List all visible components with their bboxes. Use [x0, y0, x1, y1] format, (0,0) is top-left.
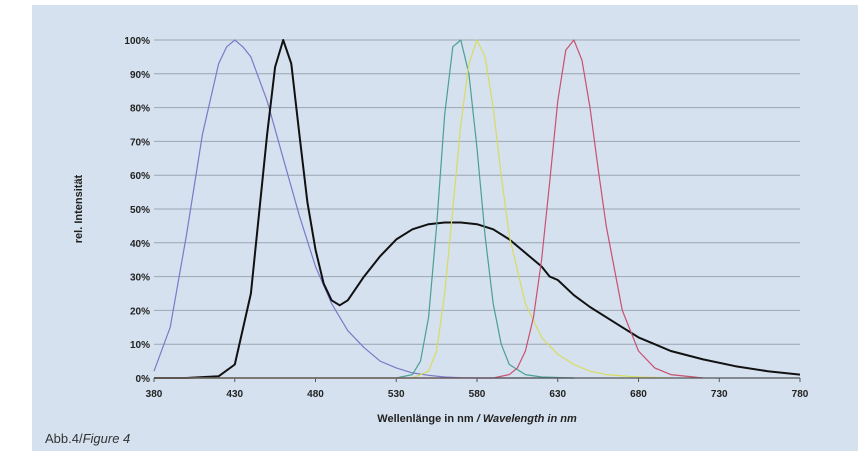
- grid-layer: [154, 39, 800, 379]
- x-tick-label: 780: [792, 389, 809, 400]
- x-axis-title: Wellenlänge in nm / Wavelength in nm: [377, 413, 577, 425]
- x-tick-label: 580: [469, 389, 486, 400]
- y-tick-label: 20%: [130, 306, 150, 317]
- y-tick-label: 0%: [136, 374, 151, 385]
- x-tick-label: 380: [146, 389, 163, 400]
- series-black-line: [154, 39, 801, 379]
- chart-figure: 0% 10% 20% 30% 40% 50% 60% 70% 80% 90% 100% 380 430…: [32, 5, 858, 451]
- y-axis-ticks: 0% 10% 20% 30% 40% 50% 60% 70% 80% 90% 100%: [124, 36, 150, 385]
- y-tick-label: 90%: [130, 70, 150, 81]
- series-yellow-line: [154, 39, 671, 379]
- y-tick-label: 50%: [130, 205, 150, 216]
- series-blue-line: [153, 39, 574, 379]
- spectrum-chart: 0% 10% 20% 30% 40% 50% 60% 70% 80% 90% 100% 380 430…: [73, 36, 809, 425]
- y-axis-title: rel. Intensität: [73, 174, 85, 243]
- x-axis-title-en: / Wavelength in nm: [476, 413, 577, 425]
- x-axis-ticks: 380 430 480 530 580 630 680 730 780: [146, 378, 809, 400]
- caption-en: Figure 4: [82, 431, 131, 446]
- x-tick-label: 680: [630, 389, 647, 400]
- y-tick-label: 80%: [130, 104, 150, 115]
- y-tick-label: 40%: [130, 239, 150, 250]
- x-tick-label: 530: [388, 389, 405, 400]
- y-tick-label: 60%: [130, 171, 150, 182]
- x-tick-label: 630: [549, 389, 566, 400]
- y-tick-label: 70%: [130, 137, 150, 148]
- x-tick-label: 430: [226, 389, 243, 400]
- y-tick-label: 30%: [130, 273, 150, 284]
- figure-caption: Abb.4/Figure 4: [45, 431, 130, 446]
- caption-de: Abb.4/: [45, 431, 83, 446]
- x-axis-title-de: Wellenlänge in nm: [377, 413, 474, 425]
- y-tick-label: 10%: [130, 340, 150, 351]
- series-layer: [153, 39, 801, 379]
- series-red-line: [154, 39, 704, 379]
- y-tick-label: 100%: [124, 36, 150, 47]
- x-tick-label: 480: [307, 389, 324, 400]
- x-tick-label: 730: [711, 389, 728, 400]
- series-green-line: [154, 39, 574, 379]
